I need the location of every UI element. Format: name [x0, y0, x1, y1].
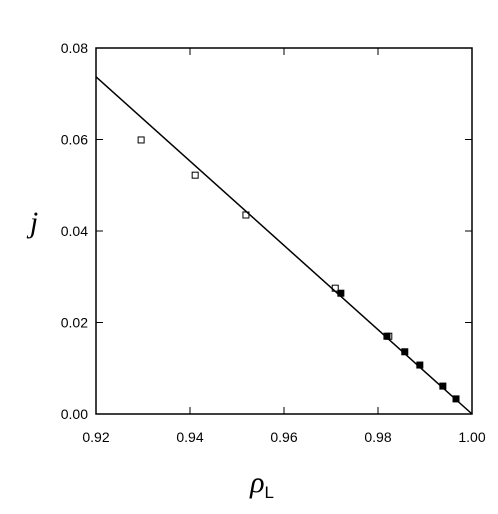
data-point: [191, 171, 199, 179]
y-tick-label: 0.06: [61, 132, 88, 148]
x-tick-label: 1.00: [458, 429, 485, 445]
y-tick-label: 0.00: [61, 406, 88, 422]
x-axis-symbol: ρ: [249, 466, 264, 499]
x-tick-label: 0.96: [270, 429, 297, 445]
y-tick-label: 0.08: [61, 40, 88, 56]
x-axis-subscript: L: [264, 483, 273, 502]
fit-line: [95, 76, 473, 415]
y-tick-label: 0.02: [61, 315, 88, 331]
data-point: [137, 136, 145, 144]
x-tick-label: 0.92: [82, 429, 109, 445]
x-axis-label: ρL: [249, 466, 274, 502]
y-axis-label: j: [26, 206, 38, 239]
plot-frame: [95, 47, 473, 415]
y-tick-label: 0.04: [61, 223, 88, 239]
x-tick-label: 0.94: [176, 429, 203, 445]
data-point: [383, 332, 391, 340]
x-tick-label: 0.98: [364, 429, 391, 445]
